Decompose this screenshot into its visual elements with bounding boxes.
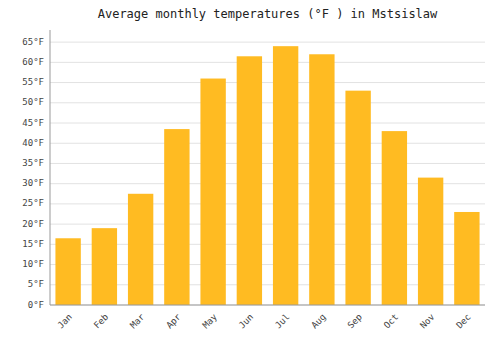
x-tick-label: Oct: [382, 312, 401, 331]
grid-line: [50, 305, 485, 306]
bar: [200, 79, 225, 305]
title: Average monthly temperatures (°F ) in Ms…: [98, 7, 438, 21]
grid-line: [50, 62, 485, 63]
grid-line: [50, 102, 485, 103]
bar: [92, 228, 117, 305]
x-tick-label: Nov: [418, 312, 437, 331]
x-axis: Jan Feb Mar Apr May Jun Jul Aug Sep Oct Nov Dec: [55, 311, 472, 330]
y-axis-line: [50, 30, 51, 305]
bar: [345, 91, 370, 305]
y-tick-label: 10°F: [22, 259, 44, 269]
x-tick-label: May: [200, 311, 219, 330]
y-tick-label: 5°F: [28, 279, 44, 289]
y-tick-label: 20°F: [22, 219, 44, 229]
bar: [454, 212, 479, 305]
x-tick-label: Sep: [345, 312, 364, 331]
x-tick-label: Dec: [454, 312, 473, 331]
y-axis: 0°F 5°F 10°F 15°F 20°F 25°F 30°F 35°F 40°F 45°F 50…: [22, 37, 44, 310]
bar: [128, 194, 153, 305]
y-tick-label: 55°F: [22, 77, 44, 87]
x-tick-label: Jul: [273, 312, 292, 331]
y-tick-label: 65°F: [22, 37, 44, 47]
bar: [382, 131, 407, 305]
y-tick-label: 40°F: [22, 138, 44, 148]
y-tick-label: 50°F: [22, 97, 44, 107]
x-tick-label: Jun: [237, 312, 256, 331]
x-tick-label: Jan: [55, 312, 74, 331]
y-tick-label: 60°F: [22, 57, 44, 67]
bar: [55, 238, 80, 305]
x-axis-line: [50, 305, 485, 306]
y-tick-label: 25°F: [22, 198, 44, 208]
bar: [418, 178, 443, 305]
y-tick-label: 0°F: [28, 300, 44, 310]
bar: [309, 54, 334, 305]
grid-line: [50, 163, 485, 164]
x-tick-label: Mar: [128, 311, 147, 330]
grid-line: [50, 82, 485, 83]
y-tick-label: 15°F: [22, 239, 44, 249]
x-tick-label: Feb: [92, 312, 111, 331]
grid: [50, 42, 485, 305]
bar: [273, 46, 298, 305]
chart: 0°F 5°F 10°F 15°F 20°F 25°F 30°F 35°F 40°F 45°F 50…: [0, 0, 500, 350]
y-tick-label: 35°F: [22, 158, 44, 168]
grid-line: [50, 123, 485, 124]
x-tick-label: Apr: [164, 311, 183, 330]
grid-line: [50, 42, 485, 43]
bar: [237, 56, 262, 305]
bar: [164, 129, 189, 305]
bars: [55, 46, 479, 305]
x-tick-label: Aug: [309, 312, 328, 331]
y-tick-label: 45°F: [22, 118, 44, 128]
grid-line: [50, 143, 485, 144]
y-tick-label: 30°F: [22, 178, 44, 188]
